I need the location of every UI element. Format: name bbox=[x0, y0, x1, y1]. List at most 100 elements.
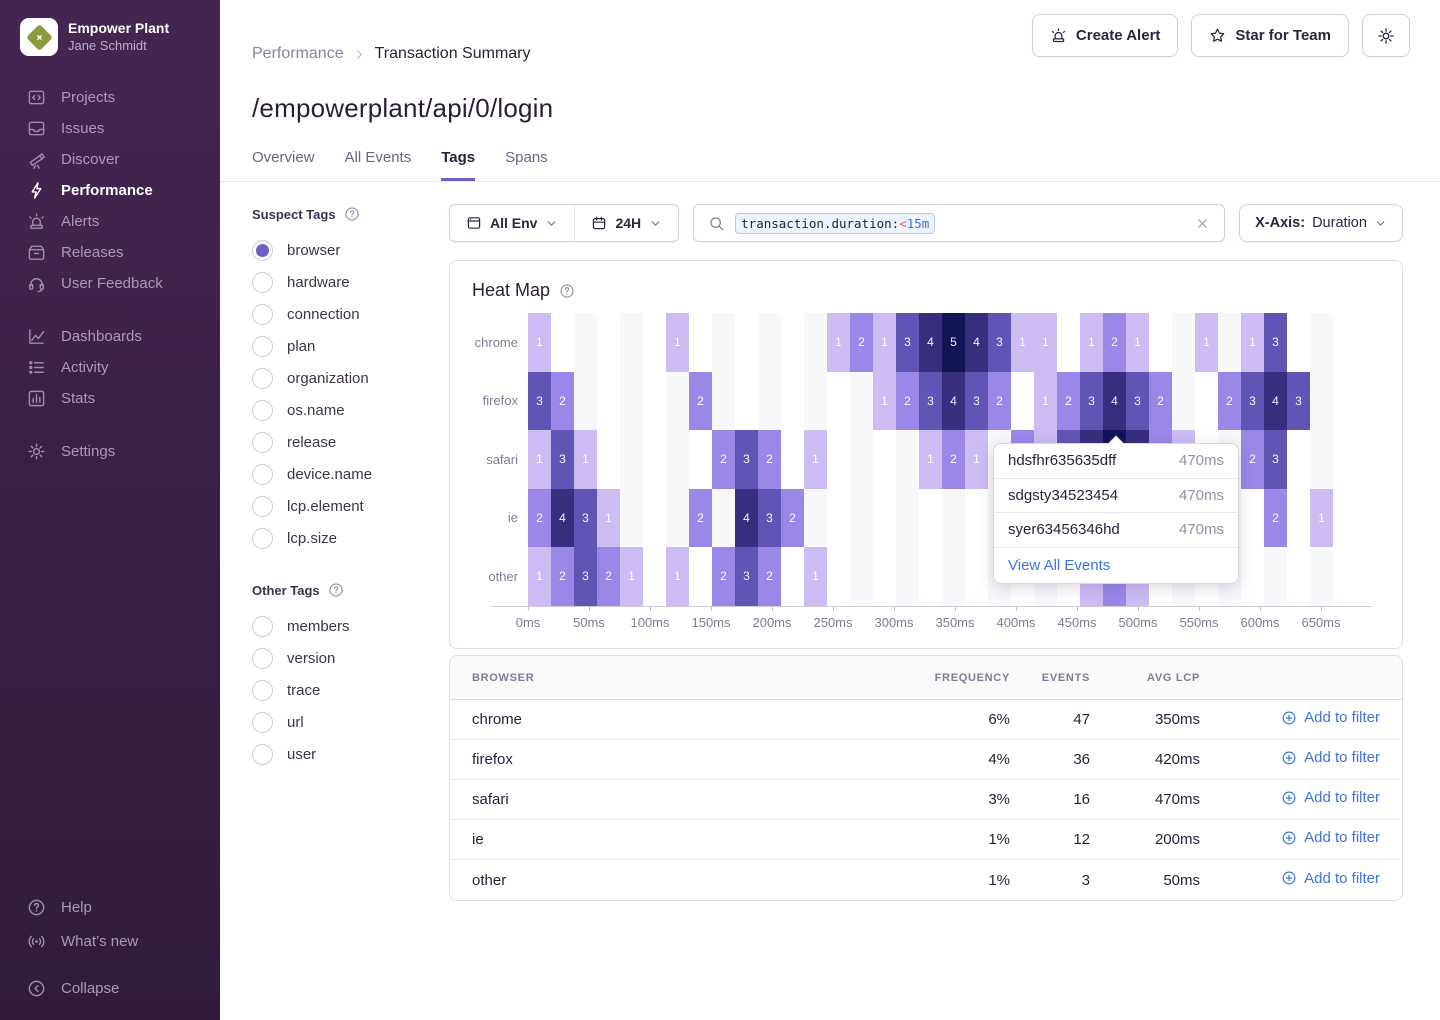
question-circle-icon[interactable] bbox=[344, 206, 360, 222]
sidebar-item-performance[interactable]: Performance bbox=[0, 175, 220, 206]
tag-radio-trace[interactable]: trace bbox=[252, 674, 420, 706]
tag-radio-device-name[interactable]: device.name bbox=[252, 458, 420, 490]
sidebar-item-alerts[interactable]: Alerts bbox=[0, 206, 220, 237]
heatmap-cell[interactable]: 2 bbox=[597, 547, 620, 606]
heatmap-cell[interactable]: 4 bbox=[551, 488, 574, 547]
heatmap-cell[interactable]: 1 bbox=[528, 547, 551, 606]
tag-radio-organization[interactable]: organization bbox=[252, 362, 420, 394]
heatmap-cell[interactable]: 1 bbox=[804, 430, 827, 489]
heatmap-cell[interactable]: 4 bbox=[942, 371, 965, 430]
heatmap-cell[interactable]: 3 bbox=[1287, 371, 1310, 430]
heatmap-cell[interactable]: 1 bbox=[597, 488, 620, 547]
heatmap-cell[interactable]: 3 bbox=[988, 313, 1011, 372]
heatmap-cell[interactable]: 3 bbox=[1264, 313, 1287, 372]
tab-tags[interactable]: Tags bbox=[441, 149, 476, 181]
view-all-events-link[interactable]: View All Events bbox=[1008, 556, 1111, 574]
heatmap-cell[interactable]: 3 bbox=[735, 547, 758, 606]
breadcrumb-performance[interactable]: Performance bbox=[252, 45, 344, 62]
heatmap-cell[interactable]: 2 bbox=[850, 313, 873, 372]
tag-radio-release[interactable]: release bbox=[252, 426, 420, 458]
tag-radio-version[interactable]: version bbox=[252, 642, 420, 674]
search-input[interactable]: transaction.duration: <15m bbox=[693, 204, 1225, 242]
heatmap-cell[interactable]: 2 bbox=[1264, 488, 1287, 547]
heatmap-cell[interactable]: 4 bbox=[1103, 371, 1126, 430]
heatmap-cell[interactable]: 1 bbox=[528, 313, 551, 372]
heatmap-cell[interactable]: 1 bbox=[1310, 488, 1333, 547]
heatmap-cell[interactable]: 2 bbox=[689, 371, 712, 430]
tag-radio-browser[interactable]: browser bbox=[252, 234, 420, 266]
heatmap-cell[interactable]: 1 bbox=[873, 371, 896, 430]
sidebar-item-releases[interactable]: Releases bbox=[0, 237, 220, 268]
tag-radio-lcp-size[interactable]: lcp.size bbox=[252, 522, 420, 554]
heatmap-cell[interactable]: 1 bbox=[1241, 313, 1264, 372]
heatmap-cell[interactable]: 3 bbox=[551, 430, 574, 489]
heatmap-cell[interactable]: 1 bbox=[574, 430, 597, 489]
question-circle-icon[interactable] bbox=[559, 283, 575, 299]
heatmap-cell[interactable]: 1 bbox=[804, 547, 827, 606]
heatmap-cell[interactable]: 2 bbox=[689, 488, 712, 547]
heatmap-cell[interactable]: 2 bbox=[1218, 371, 1241, 430]
heatmap-cell[interactable]: 3 bbox=[574, 488, 597, 547]
sidebar-item-discover[interactable]: Discover bbox=[0, 144, 220, 175]
heatmap-cell[interactable]: 1 bbox=[1011, 313, 1034, 372]
clear-search-icon[interactable] bbox=[1195, 216, 1210, 231]
heatmap-cell[interactable]: 2 bbox=[1241, 430, 1264, 489]
sidebar-item-stats[interactable]: Stats bbox=[0, 383, 220, 414]
add-to-filter-link[interactable]: Add to filter bbox=[1281, 829, 1380, 846]
sidebar-item-projects[interactable]: Projects bbox=[0, 82, 220, 113]
heatmap-cell[interactable]: 3 bbox=[735, 430, 758, 489]
heatmap-cell[interactable]: 3 bbox=[965, 371, 988, 430]
heatmap-cell[interactable]: 2 bbox=[551, 371, 574, 430]
tag-radio-user[interactable]: user bbox=[252, 738, 420, 770]
heatmap-cell[interactable]: 3 bbox=[1080, 371, 1103, 430]
org-switcher[interactable]: Empower Plant Jane Schmidt bbox=[0, 0, 220, 56]
add-to-filter-link[interactable]: Add to filter bbox=[1281, 789, 1380, 806]
heatmap-cell[interactable]: 4 bbox=[965, 313, 988, 372]
heatmap-cell[interactable]: 3 bbox=[528, 371, 551, 430]
heatmap-cell[interactable]: 4 bbox=[735, 488, 758, 547]
heatmap-cell[interactable]: 1 bbox=[620, 547, 643, 606]
heatmap-cell[interactable]: 2 bbox=[1057, 371, 1080, 430]
heatmap-cell[interactable]: 2 bbox=[551, 547, 574, 606]
create-alert-button[interactable]: Create Alert bbox=[1031, 14, 1179, 57]
tag-radio-plan[interactable]: plan bbox=[252, 330, 420, 362]
add-to-filter-link[interactable]: Add to filter bbox=[1281, 709, 1380, 726]
heatmap-cell[interactable]: 1 bbox=[666, 547, 689, 606]
heatmap-cell[interactable]: 2 bbox=[758, 547, 781, 606]
environment-selector[interactable]: All Env bbox=[450, 205, 574, 241]
heatmap-cell[interactable]: 1 bbox=[827, 313, 850, 372]
tag-radio-members[interactable]: members bbox=[252, 610, 420, 642]
tag-radio-lcp-element[interactable]: lcp.element bbox=[252, 490, 420, 522]
heatmap-cell[interactable]: 1 bbox=[1126, 313, 1149, 372]
add-to-filter-link[interactable]: Add to filter bbox=[1281, 870, 1380, 887]
heatmap-cell[interactable]: 1 bbox=[1080, 313, 1103, 372]
tag-radio-os-name[interactable]: os.name bbox=[252, 394, 420, 426]
heatmap-cell[interactable]: 2 bbox=[896, 371, 919, 430]
heatmap-cell[interactable]: 2 bbox=[712, 547, 735, 606]
sidebar-item-user-feedback[interactable]: User Feedback bbox=[0, 268, 220, 299]
heatmap-cell[interactable]: 1 bbox=[919, 430, 942, 489]
sidebar-item-settings[interactable]: Settings bbox=[0, 436, 220, 467]
settings-button[interactable] bbox=[1362, 14, 1410, 57]
heatmap-cell[interactable]: 3 bbox=[1241, 371, 1264, 430]
heatmap-cell[interactable]: 3 bbox=[1126, 371, 1149, 430]
tab-all-events[interactable]: All Events bbox=[344, 149, 412, 166]
heatmap-cell[interactable]: 3 bbox=[758, 488, 781, 547]
heatmap-cell[interactable]: 2 bbox=[1103, 313, 1126, 372]
search-filter-token[interactable]: transaction.duration: <15m bbox=[735, 212, 936, 234]
sidebar-item-issues[interactable]: Issues bbox=[0, 113, 220, 144]
heatmap-cell[interactable]: 2 bbox=[528, 488, 551, 547]
sidebar-item-what-s-new[interactable]: What’s new bbox=[0, 924, 220, 958]
heatmap-cell[interactable]: 3 bbox=[896, 313, 919, 372]
heatmap-cell[interactable]: 2 bbox=[1149, 371, 1172, 430]
tag-radio-hardware[interactable]: hardware bbox=[252, 266, 420, 298]
tab-spans[interactable]: Spans bbox=[505, 149, 548, 166]
heatmap-cell[interactable]: 2 bbox=[781, 488, 804, 547]
heatmap-cell[interactable]: 2 bbox=[988, 371, 1011, 430]
heatmap-cell[interactable]: 3 bbox=[574, 547, 597, 606]
sidebar-item-activity[interactable]: Activity bbox=[0, 352, 220, 383]
heatmap-cell[interactable]: 1 bbox=[1034, 371, 1057, 430]
x-axis-selector[interactable]: X-Axis: Duration bbox=[1239, 204, 1403, 242]
time-range-selector[interactable]: 24H bbox=[574, 205, 678, 241]
heatmap-cell[interactable]: 1 bbox=[1034, 313, 1057, 372]
